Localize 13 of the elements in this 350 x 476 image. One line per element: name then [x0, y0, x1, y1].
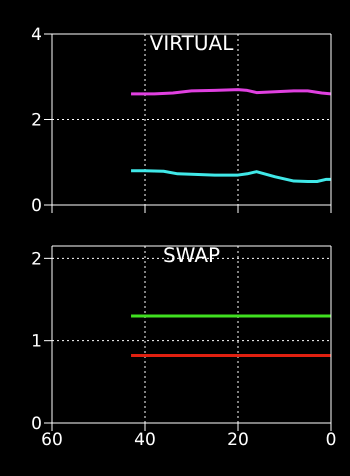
x-tick-label: 0 [326, 430, 336, 450]
chart-title: SWAP [162, 243, 222, 267]
line-series [130, 169, 331, 183]
x-tick-label: 20 [227, 430, 249, 450]
x-tick-label: 40 [134, 430, 156, 450]
y-tick-label: 2 [31, 110, 42, 131]
y-tick-label: 1 [31, 332, 42, 352]
y-tick-label: 0 [31, 196, 42, 216]
chart-title: VIRTUAL [148, 31, 234, 55]
y-tick-label: 2 [31, 249, 42, 270]
y-tick-label: 4 [31, 25, 42, 46]
y-tick-label: 0 [31, 414, 42, 434]
x-tick-label: 60 [41, 430, 63, 450]
